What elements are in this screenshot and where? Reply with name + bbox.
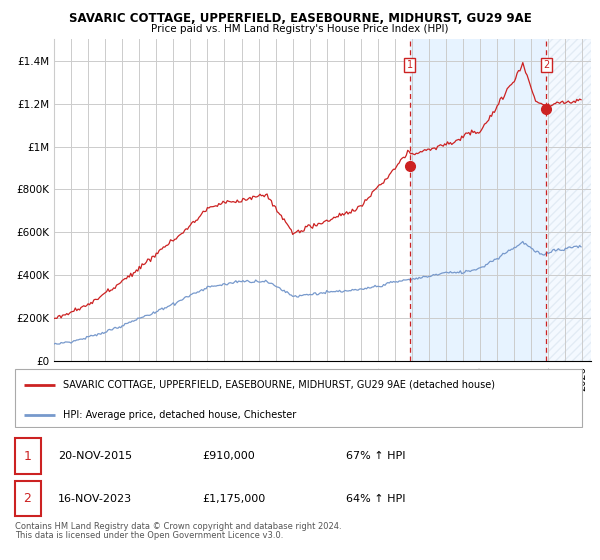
Text: SAVARIC COTTAGE, UPPERFIELD, EASEBOURNE, MIDHURST, GU29 9AE (detached house): SAVARIC COTTAGE, UPPERFIELD, EASEBOURNE,… (62, 380, 494, 390)
FancyBboxPatch shape (15, 369, 582, 427)
Text: 2: 2 (23, 492, 31, 505)
FancyBboxPatch shape (15, 481, 41, 516)
Text: 64% ↑ HPI: 64% ↑ HPI (346, 494, 406, 503)
Bar (547, 39, 600, 361)
Text: 67% ↑ HPI: 67% ↑ HPI (346, 451, 406, 461)
Text: This data is licensed under the Open Government Licence v3.0.: This data is licensed under the Open Gov… (15, 531, 283, 540)
Bar (410, 39, 547, 361)
Text: Price paid vs. HM Land Registry's House Price Index (HPI): Price paid vs. HM Land Registry's House … (151, 24, 449, 34)
FancyBboxPatch shape (15, 438, 41, 474)
Bar (547, 39, 600, 361)
Text: £910,000: £910,000 (202, 451, 255, 461)
Text: HPI: Average price, detached house, Chichester: HPI: Average price, detached house, Chic… (62, 410, 296, 420)
Text: £1,175,000: £1,175,000 (202, 494, 265, 503)
Text: SAVARIC COTTAGE, UPPERFIELD, EASEBOURNE, MIDHURST, GU29 9AE: SAVARIC COTTAGE, UPPERFIELD, EASEBOURNE,… (68, 12, 532, 25)
Text: 1: 1 (407, 60, 413, 70)
Text: 16-NOV-2023: 16-NOV-2023 (58, 494, 132, 503)
Text: 2: 2 (543, 60, 550, 70)
Text: 1: 1 (23, 450, 31, 463)
Text: Contains HM Land Registry data © Crown copyright and database right 2024.: Contains HM Land Registry data © Crown c… (15, 522, 341, 531)
Text: 20-NOV-2015: 20-NOV-2015 (58, 451, 132, 461)
